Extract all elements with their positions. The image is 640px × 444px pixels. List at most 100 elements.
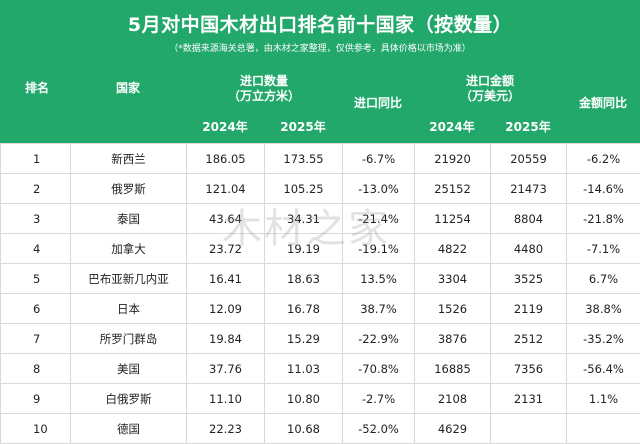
cell-qty-2024: 121.04: [187, 174, 265, 204]
cell-qty-2025: 16.78: [265, 294, 343, 324]
cell-rank: 2: [1, 174, 71, 204]
cell-country: 新西兰: [71, 144, 187, 174]
cell-qty-yoy: -19.1%: [343, 234, 415, 264]
cell-amount-yoy: -35.2%: [567, 324, 640, 354]
cell-rank: 3: [1, 204, 71, 234]
cell-qty-2025: 11.03: [265, 354, 343, 384]
cell-country: 巴布亚新几内亚: [71, 264, 187, 294]
cell-amount-yoy: -21.8%: [567, 204, 640, 234]
cell-amount-yoy: 6.7%: [567, 264, 640, 294]
cell-country: 加拿大: [71, 234, 187, 264]
cell-qty-yoy: -22.9%: [343, 324, 415, 354]
cell-qty-2024: 19.84: [187, 324, 265, 354]
cell-rank: 1: [1, 144, 71, 174]
cell-amount-2025: [491, 414, 567, 444]
cell-qty-2025: 19.19: [265, 234, 343, 264]
cell-rank: 8: [1, 354, 71, 384]
cell-amount-2025: 20559: [491, 144, 567, 174]
header-amount: 进口金额 （万美元）: [414, 74, 566, 104]
cell-qty-yoy: -70.8%: [343, 354, 415, 384]
cell-qty-2025: 10.80: [265, 384, 343, 414]
cell-amount-2025: 21473: [491, 174, 567, 204]
header-amount-title: 进口金额: [414, 74, 566, 89]
cell-amount-yoy: 38.8%: [567, 294, 640, 324]
page-title: 5月对中国木材出口排名前十国家（按数量）: [0, 10, 640, 37]
header-qty-title: 进口数量: [186, 74, 342, 89]
cell-rank: 5: [1, 264, 71, 294]
header-amount-unit: （万美元）: [414, 89, 566, 104]
header-rank: 排名: [14, 81, 60, 96]
cell-amount-2025: 3525: [491, 264, 567, 294]
cell-country: 日本: [71, 294, 187, 324]
cell-country: 俄罗斯: [71, 174, 187, 204]
cell-amount-2024: 3876: [415, 324, 491, 354]
cell-qty-2024: 23.72: [187, 234, 265, 264]
header-amount-2024: 2024年: [414, 120, 490, 135]
cell-qty-yoy: 13.5%: [343, 264, 415, 294]
cell-amount-2024: 3304: [415, 264, 491, 294]
cell-amount-2025: 7356: [491, 354, 567, 384]
cell-country: 美国: [71, 354, 187, 384]
cell-country: 德国: [71, 414, 187, 444]
cell-qty-2025: 10.68: [265, 414, 343, 444]
cell-amount-yoy: 1.1%: [567, 384, 640, 414]
cell-amount-yoy: -7.1%: [567, 234, 640, 264]
cell-qty-2024: 22.23: [187, 414, 265, 444]
cell-rank: 7: [1, 324, 71, 354]
cell-amount-yoy: [567, 414, 640, 444]
cell-amount-2024: 4629: [415, 414, 491, 444]
cell-qty-2024: 37.76: [187, 354, 265, 384]
cell-qty-2024: 186.05: [187, 144, 265, 174]
cell-country: 泰国: [71, 204, 187, 234]
cell-qty-2025: 105.25: [265, 174, 343, 204]
cell-qty-yoy: -13.0%: [343, 174, 415, 204]
header-qty-yoy: 进口同比: [342, 96, 414, 111]
cell-amount-2024: 1526: [415, 294, 491, 324]
cell-qty-yoy: -2.7%: [343, 384, 415, 414]
cell-qty-2025: 173.55: [265, 144, 343, 174]
cell-country: 白俄罗斯: [71, 384, 187, 414]
header-qty-unit: （万立方米）: [186, 89, 342, 104]
cell-rank: 10: [1, 414, 71, 444]
cell-amount-2025: 2131: [491, 384, 567, 414]
cell-qty-2025: 18.63: [265, 264, 343, 294]
cell-qty-yoy: 38.7%: [343, 294, 415, 324]
cell-amount-2024: 11254: [415, 204, 491, 234]
header-amount-yoy: 金额同比: [566, 96, 640, 111]
cell-qty-2024: 43.64: [187, 204, 265, 234]
cell-rank: 4: [1, 234, 71, 264]
cell-country: 所罗门群岛: [71, 324, 187, 354]
header-qty-2025: 2025年: [264, 120, 342, 135]
cell-rank: 9: [1, 384, 71, 414]
cell-rank: 6: [1, 294, 71, 324]
cell-amount-2024: 4822: [415, 234, 491, 264]
cell-amount-2025: 8804: [491, 204, 567, 234]
cell-amount-2024: 2108: [415, 384, 491, 414]
header-country: 国家: [70, 81, 186, 96]
cell-amount-2024: 25152: [415, 174, 491, 204]
cell-amount-2024: 21920: [415, 144, 491, 174]
cell-qty-2024: 16.41: [187, 264, 265, 294]
cell-qty-yoy: -21.4%: [343, 204, 415, 234]
source-note: （*数据来源海关总署，由木材之家整理，仅供参考，具体价格以市场为准）: [0, 41, 640, 54]
cell-qty-yoy: -52.0%: [343, 414, 415, 444]
cell-amount-2025: 2119: [491, 294, 567, 324]
cell-amount-yoy: -56.4%: [567, 354, 640, 384]
cell-qty-yoy: -6.7%: [343, 144, 415, 174]
cell-amount-2024: 16885: [415, 354, 491, 384]
cell-qty-2024: 12.09: [187, 294, 265, 324]
cell-qty-2025: 34.31: [265, 204, 343, 234]
cell-amount-yoy: -6.2%: [567, 144, 640, 174]
header-qty: 进口数量 （万立方米）: [186, 74, 342, 104]
cell-amount-2025: 4480: [491, 234, 567, 264]
